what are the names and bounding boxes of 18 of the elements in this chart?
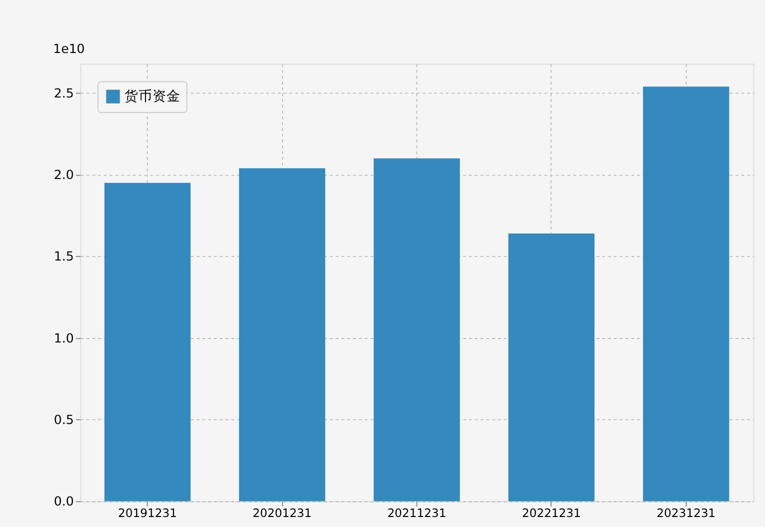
y-tick-label: 2.0 [54,167,74,182]
x-tick-label: 20231231 [656,506,716,520]
bar [239,168,326,502]
bar [508,234,595,502]
y-tick-label: 1.5 [54,248,74,264]
bar [104,182,191,502]
bar [374,158,460,502]
x-tick-label: 20221231 [522,506,581,520]
x-tick-label: 20201231 [252,506,312,520]
x-tick-label: 20211231 [387,506,446,520]
y-tick-label: 0.5 [54,412,74,428]
y-tick-label: 2.5 [54,85,74,100]
y-tick-label: 0.0 [54,494,74,509]
y-tick-label: 1.0 [54,330,74,346]
legend-label: 货币资金 [124,88,181,104]
text: 1e10 [53,41,85,56]
bar [643,86,730,502]
x-tick-label: 20191231 [118,506,177,520]
